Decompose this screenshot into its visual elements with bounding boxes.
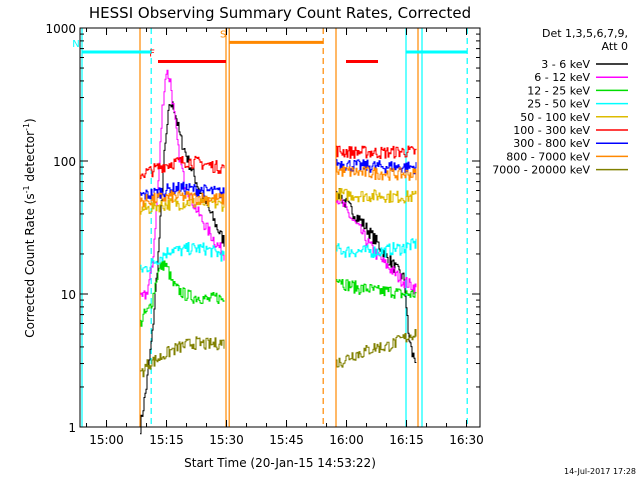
legend-header-detectors: Det 1,3,5,6,7,9, bbox=[542, 27, 628, 40]
legend-label-1: 6 - 12 keV bbox=[534, 71, 590, 84]
legend-label-8: 7000 - 20000 keV bbox=[492, 164, 590, 177]
series-0-segment-1 bbox=[336, 188, 417, 363]
x-tick-label-5: 16:15 bbox=[389, 433, 424, 447]
x-tick-label-1: 15:15 bbox=[149, 433, 184, 447]
series-7-segment-1 bbox=[336, 165, 417, 181]
flag-label-S: S bbox=[220, 29, 226, 40]
legend-label-3: 25 - 50 keV bbox=[527, 98, 590, 111]
series-2-segment-0 bbox=[140, 259, 225, 327]
series-6-segment-1 bbox=[336, 159, 417, 175]
x-axis-label: Start Time (20-Jan-15 14:53:22) bbox=[184, 456, 376, 470]
series-6-segment-0 bbox=[140, 181, 225, 200]
x-tick-label-0: 15:00 bbox=[89, 433, 124, 447]
y-tick-label-2: 100 bbox=[53, 155, 76, 169]
series-1-segment-0 bbox=[140, 69, 225, 300]
timestamp: 14-Jul-2017 17:28 bbox=[564, 467, 636, 476]
plot-frame bbox=[79, 27, 481, 428]
y-tick-label-0: 1 bbox=[68, 421, 76, 435]
axes: 15:00 15:15 15:30 15:45 16:00 16:15 16:30 1 10 10… bbox=[45, 22, 483, 447]
chart-title: HESSI Observing Summary Count Rates, Cor… bbox=[89, 4, 471, 22]
x-tick-label-3: 15:45 bbox=[269, 433, 304, 447]
legend-label-4: 50 - 100 keV bbox=[520, 111, 590, 124]
flag-label-F: F bbox=[149, 48, 155, 59]
series-5-segment-1 bbox=[336, 145, 417, 159]
plot-area: F S N bbox=[72, 28, 468, 435]
flag-label-N: N bbox=[72, 39, 79, 50]
series-3-segment-1 bbox=[336, 238, 417, 258]
legend-label-7: 800 - 7000 keV bbox=[506, 150, 590, 163]
series-8-segment-1 bbox=[336, 329, 417, 368]
legend-label-6: 300 - 800 keV bbox=[513, 137, 590, 150]
y-tick-label-1: 10 bbox=[61, 288, 76, 302]
x-tick-label-4: 16:00 bbox=[329, 433, 364, 447]
y-axis-label: Corrected Count Rate (s-1 detector-1) bbox=[22, 118, 37, 337]
x-tick-label-6: 16:30 bbox=[449, 433, 484, 447]
legend-header-attenuator: Att 0 bbox=[602, 40, 628, 53]
series-5-segment-0 bbox=[140, 155, 225, 180]
y-tick-label-3: 1000 bbox=[45, 22, 76, 36]
series-8-segment-0 bbox=[140, 336, 225, 378]
series-3-segment-0 bbox=[140, 242, 225, 273]
series-0-segment-0 bbox=[140, 101, 225, 435]
legend-label-0: 3 - 6 keV bbox=[541, 58, 590, 71]
series-2-segment-1 bbox=[336, 279, 417, 299]
x-tick-label-2: 15:30 bbox=[209, 433, 244, 447]
legend-label-2: 12 - 25 keV bbox=[527, 84, 590, 97]
series-7-segment-0 bbox=[140, 190, 225, 208]
series-4-segment-1 bbox=[336, 188, 417, 204]
legend-label-5: 100 - 300 keV bbox=[513, 124, 590, 137]
